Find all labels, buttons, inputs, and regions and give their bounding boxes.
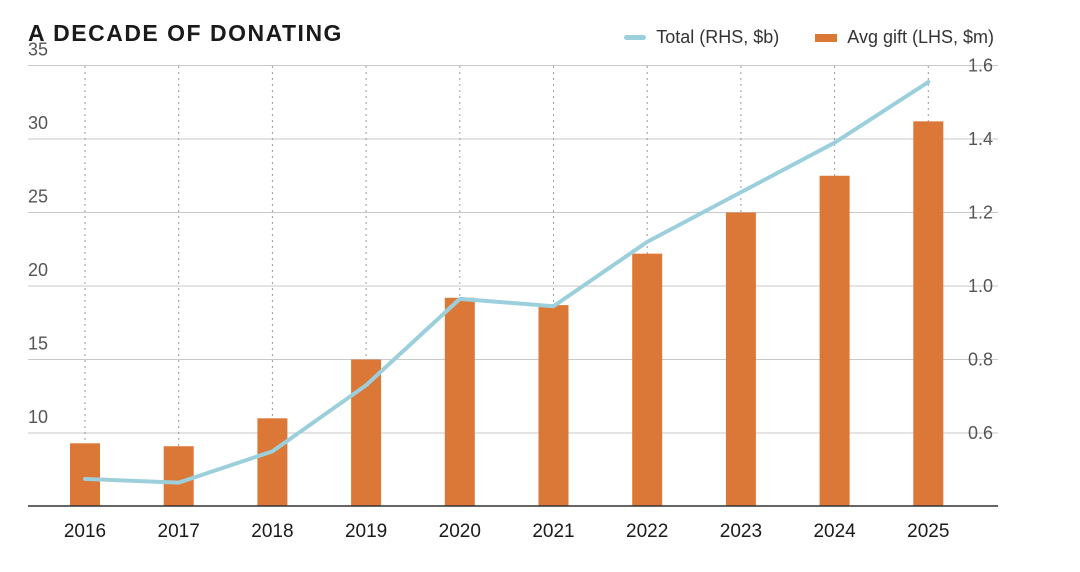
y-right-tick-label: 0.6 [968,423,993,443]
bar [445,298,475,506]
x-tick-label: 2023 [720,521,762,542]
y-left-tick-label: 10 [28,407,48,427]
bar [257,418,287,506]
x-tick-label: 2020 [439,521,481,542]
y-right-tick-label: 0.8 [968,350,993,370]
bar [632,254,662,506]
x-tick-label: 2017 [158,521,200,542]
y-right-tick-label: 1.2 [968,203,993,223]
bar [726,213,756,507]
bar [820,176,850,506]
x-tick-label: 2024 [813,521,856,542]
bar [539,305,569,506]
y-left-tick-label: 15 [28,334,48,354]
x-tick-label: 2021 [532,521,574,542]
x-tick-label: 2019 [345,521,387,542]
x-tick-label: 2018 [251,521,293,542]
line-series-total [85,82,928,483]
bar [70,443,100,506]
bar [351,360,381,507]
bar [164,446,194,506]
y-left-tick-label: 25 [28,187,48,207]
x-tick-label: 2022 [626,521,668,542]
y-right-tick-label: 1.6 [968,56,993,76]
x-tick-label: 2025 [907,521,949,542]
y-right-tick-label: 1.0 [968,276,993,296]
y-right-tick-label: 1.4 [968,129,993,149]
y-left-tick-label: 35 [28,40,48,60]
y-left-tick-label: 20 [28,260,48,280]
bar [913,121,943,506]
x-tick-label: 2016 [64,521,106,542]
y-left-tick-label: 30 [28,113,48,133]
